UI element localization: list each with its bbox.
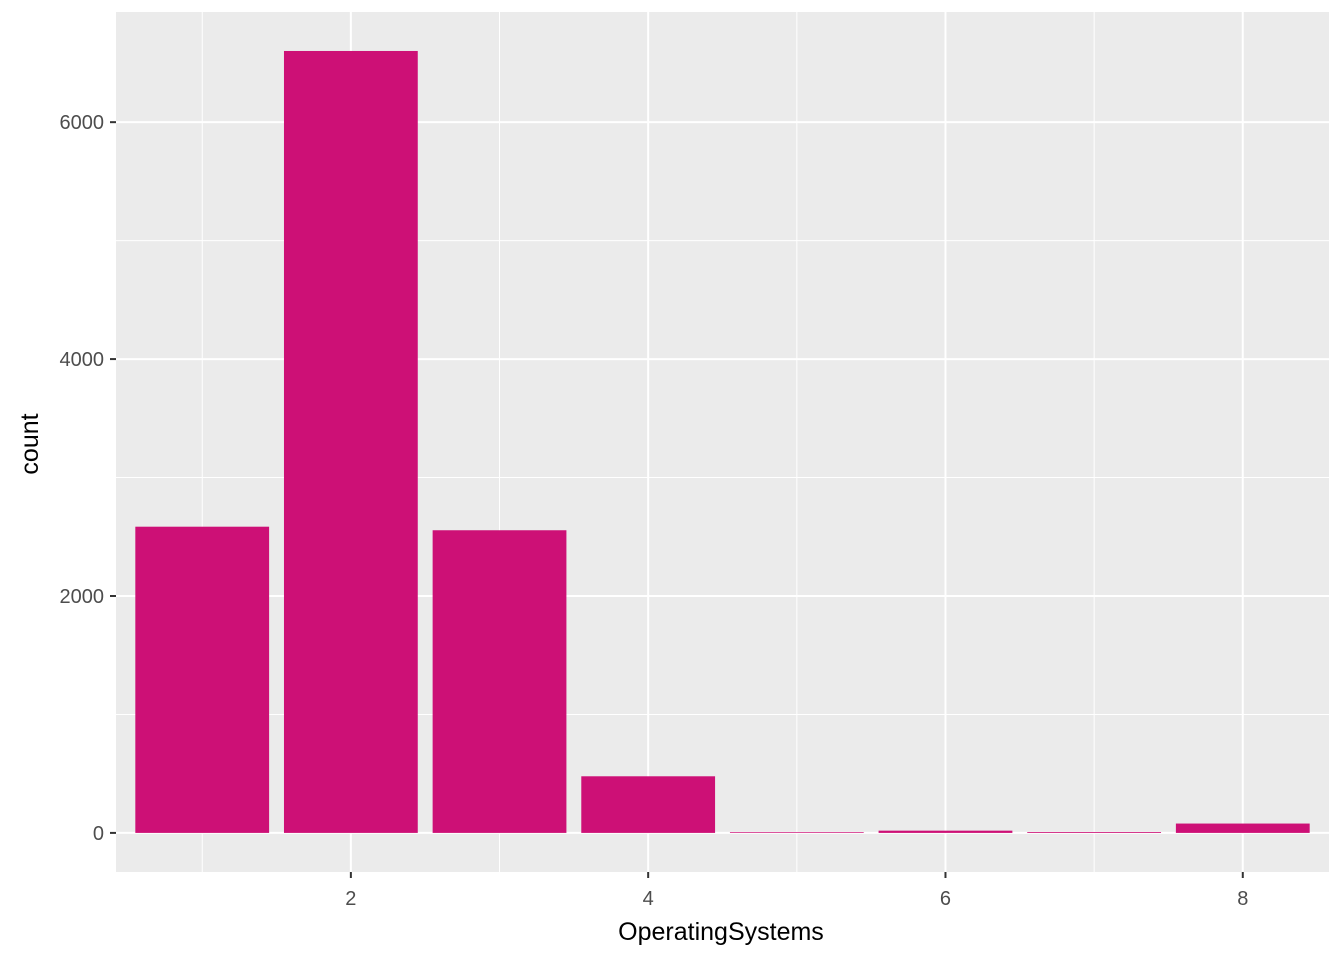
x-axis-title: OperatingSystems bbox=[618, 918, 824, 946]
x-axis: 2 4 6 8 bbox=[345, 872, 1248, 910]
bar bbox=[1175, 823, 1310, 833]
y-axis: 0 2000 4000 6000 bbox=[60, 112, 116, 845]
minor-gridlines bbox=[116, 12, 1329, 872]
bar bbox=[432, 530, 567, 833]
bar bbox=[581, 776, 716, 833]
y-tick-label: 4000 bbox=[60, 349, 105, 371]
x-tick-label: 6 bbox=[940, 888, 951, 910]
bar bbox=[135, 526, 270, 833]
bar bbox=[729, 832, 864, 833]
y-tick-label: 2000 bbox=[60, 586, 105, 608]
x-tick-label: 2 bbox=[345, 888, 356, 910]
y-axis-title: count bbox=[16, 413, 44, 474]
y-tick-label: 6000 bbox=[60, 112, 105, 134]
bar bbox=[1027, 832, 1162, 833]
bars bbox=[135, 50, 1310, 833]
bar bbox=[878, 830, 1013, 833]
y-tick-label: 0 bbox=[93, 823, 104, 845]
bar bbox=[283, 50, 418, 833]
x-tick-label: 8 bbox=[1237, 888, 1248, 910]
x-tick-label: 4 bbox=[643, 888, 654, 910]
